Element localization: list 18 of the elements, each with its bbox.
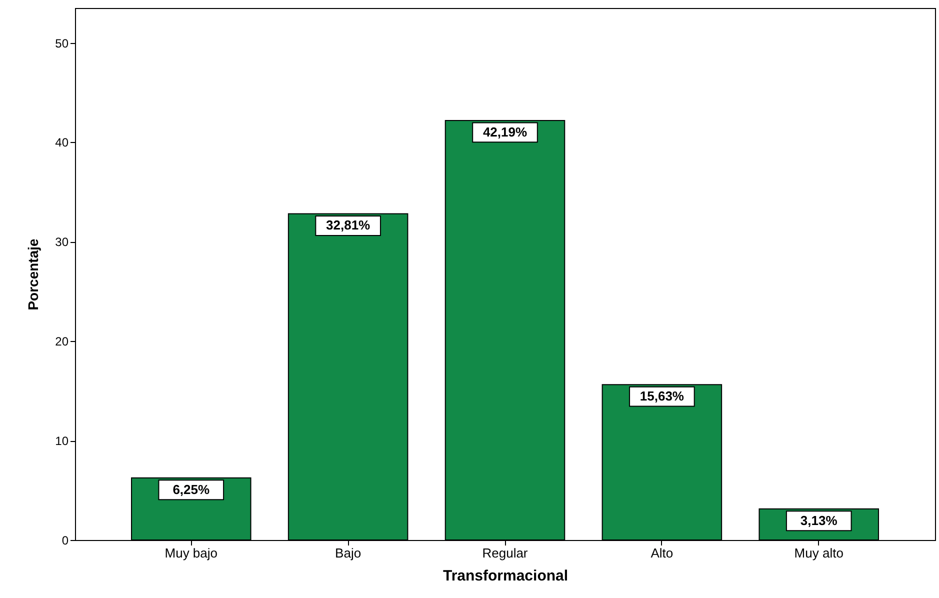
data-label: 6,25%: [172, 482, 210, 497]
y-tick-label: 30: [55, 235, 69, 250]
x-tick-label: Bajo: [335, 546, 362, 560]
y-tick-label: 10: [55, 434, 69, 448]
x-tick-label: Alto: [650, 546, 674, 560]
data-label: 15,63%: [640, 388, 684, 404]
y-tick-label: 40: [55, 136, 69, 150]
x-axis-title: Transformacional: [442, 568, 568, 584]
y-axis-title: Porcentaje: [25, 238, 42, 310]
data-label: 42,19%: [482, 124, 528, 140]
y-tick-label: 0: [62, 534, 69, 548]
x-tick-label: Muy bajo: [164, 546, 218, 560]
data-label: 32,81%: [326, 218, 371, 233]
y-tick-label: 20: [55, 334, 69, 349]
y-tick-label: 50: [55, 36, 69, 50]
data-label: 3,13%: [800, 512, 838, 528]
x-tick-label: Muy alto: [794, 546, 844, 560]
x-tick-label: Regular: [482, 546, 528, 560]
